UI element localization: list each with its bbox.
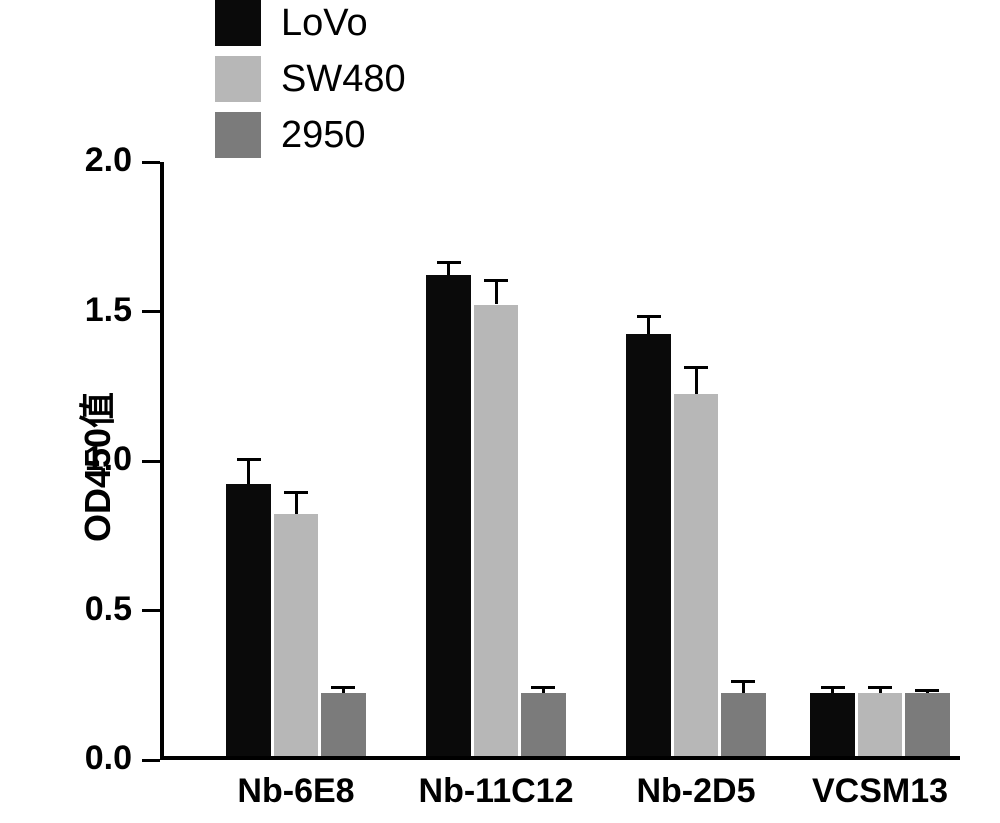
error-bar-stem	[247, 460, 250, 484]
y-tick-label: 1.5	[72, 291, 132, 330]
x-tick-label: VCSM13	[780, 772, 980, 811]
bar	[626, 334, 671, 756]
y-tick	[142, 759, 160, 762]
error-bar-cap	[731, 680, 755, 683]
error-bar-stem	[495, 281, 498, 305]
bar	[521, 693, 566, 756]
error-bar-cap	[821, 686, 845, 689]
error-bar-stem	[295, 493, 298, 514]
y-tick	[142, 609, 160, 612]
error-bar-stem	[742, 681, 745, 693]
error-bar-cap	[284, 491, 308, 494]
y-tick-label: 1.0	[72, 440, 132, 479]
error-bar-cap	[868, 686, 892, 689]
x-axis-line	[160, 756, 960, 760]
y-tick	[142, 460, 160, 463]
bar	[858, 693, 903, 756]
chart-container: LoVoSW4802950 OD450值 0.00.51.01.52.0 Nb-…	[0, 0, 1000, 823]
bar	[721, 693, 766, 756]
legend-label: LoVo	[281, 2, 368, 45]
bar	[426, 275, 471, 756]
error-bar-stem	[447, 263, 450, 275]
bar	[474, 305, 519, 756]
y-tick	[142, 161, 160, 164]
plot-area	[160, 162, 960, 760]
legend-swatch	[215, 0, 261, 46]
legend-label: 2950	[281, 114, 366, 157]
bar	[905, 693, 950, 756]
bar	[274, 514, 319, 756]
bar	[321, 693, 366, 756]
error-bar-cap	[331, 686, 355, 689]
y-tick-label: 0.5	[72, 590, 132, 629]
y-tick-label: 2.0	[72, 141, 132, 180]
bar	[810, 693, 855, 756]
x-tick-label: Nb-6E8	[196, 772, 396, 811]
x-tick-label: Nb-11C12	[396, 772, 596, 811]
error-bar-cap	[484, 279, 508, 282]
y-tick	[142, 310, 160, 313]
error-bar-stem	[647, 316, 650, 334]
legend-label: SW480	[281, 58, 406, 101]
error-bar-cap	[531, 686, 555, 689]
error-bar-stem	[695, 367, 698, 394]
error-bar-cap	[437, 261, 461, 264]
y-tick-label: 0.0	[72, 739, 132, 778]
y-axis-line	[160, 162, 164, 760]
bar	[226, 484, 271, 756]
legend-swatch	[215, 112, 261, 158]
bar	[674, 394, 719, 756]
legend-swatch	[215, 56, 261, 102]
error-bar-cap	[237, 458, 261, 461]
error-bar-cap	[684, 366, 708, 369]
error-bar-cap	[637, 315, 661, 318]
error-bar-cap	[915, 689, 939, 692]
x-tick-label: Nb-2D5	[596, 772, 796, 811]
